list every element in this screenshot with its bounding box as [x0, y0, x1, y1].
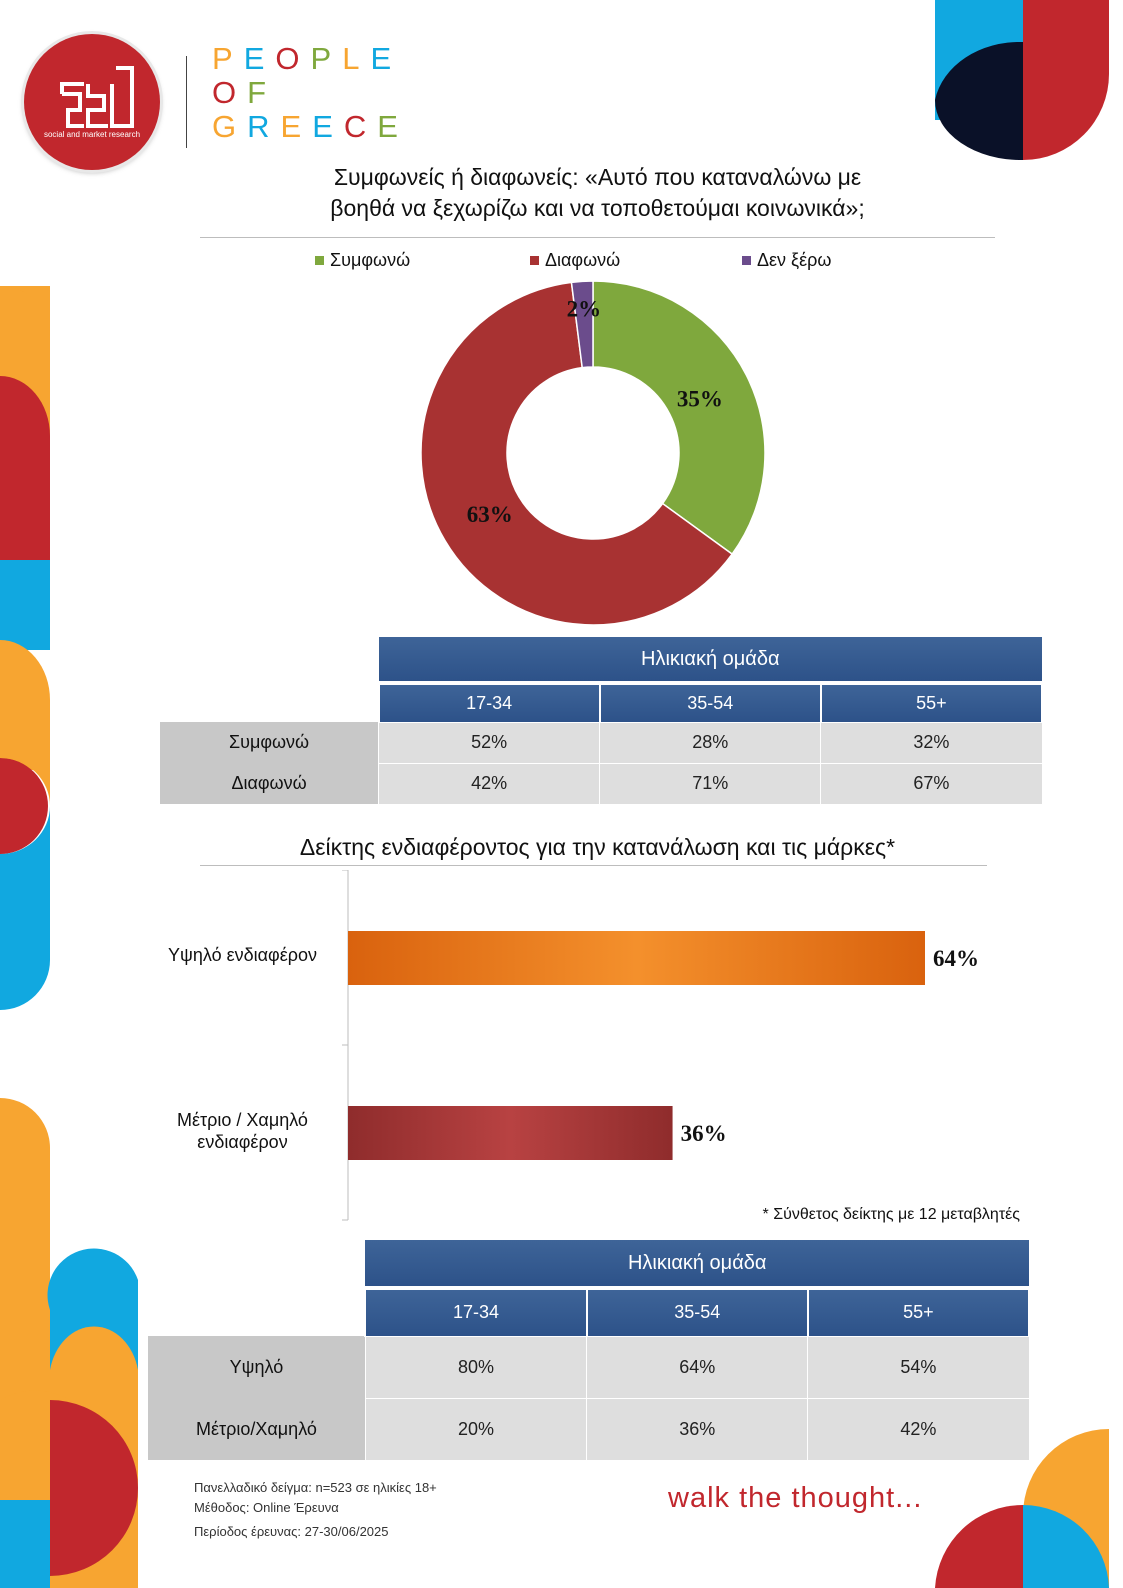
column-header: 35-54	[585, 1290, 809, 1336]
legend-label: Διαφωνώ	[545, 250, 621, 270]
bar-high-interest	[348, 931, 925, 985]
legend-item-agree: Συμφωνώ	[315, 250, 410, 271]
legend-item-disagree: Διαφωνώ	[530, 250, 620, 271]
brand-letter: E	[243, 41, 276, 76]
column-header: 17-34	[364, 1290, 588, 1336]
table-cell: 42%	[807, 1397, 1030, 1461]
brand-letter: G	[212, 109, 248, 144]
brand-letter: F	[247, 75, 278, 110]
age-group-table-interest: Ηλικιακή ομάδα 17-34 35-54 55+ Υψηλό 80%…	[148, 1240, 1031, 1461]
table-cell: 36%	[586, 1397, 809, 1461]
brand-word-greece: GREECE	[212, 110, 409, 143]
bar-category-label: Μέτριο / Χαμηλό ενδιαφέρον	[150, 1109, 335, 1153]
bar-category-line: Μέτριο / Χαμηλό	[177, 1110, 308, 1130]
brand-word-people: PEOPLE	[212, 42, 402, 75]
brand-letter: O	[275, 41, 311, 76]
table-header: Ηλικιακή ομάδα	[378, 637, 1042, 681]
table-cell: 32%	[820, 721, 1043, 764]
donut-data-label: 63%	[467, 502, 513, 527]
bar-chart: 64% 36%	[342, 870, 979, 1221]
donut-slice-dont-know	[570, 280, 594, 369]
legend-item-dont-know: Δεν ξέρω	[742, 250, 831, 271]
composite-index-note: * Σύνθετος δείκτης με 12 μεταβλητές	[762, 1206, 1020, 1223]
bar-medium-low-interest	[348, 1106, 673, 1160]
table-cell: 28%	[599, 721, 822, 764]
legend-label: Δεν ξέρω	[757, 250, 832, 270]
donut-data-label: 2%	[567, 296, 602, 321]
table-header: Ηλικιακή ομάδα	[365, 1240, 1029, 1286]
column-header: 17-34	[377, 685, 601, 722]
bottom-left-decoration	[0, 1248, 138, 1588]
brand-letter: E	[370, 41, 403, 76]
table-cell: 71%	[599, 762, 822, 805]
tagline: walk the thought...	[668, 1482, 923, 1514]
brand-letter: L	[342, 41, 371, 76]
legend-swatch	[530, 256, 539, 265]
table-row: Διαφωνώ 42% 71% 67%	[160, 762, 1043, 805]
brand-word-of: OF	[212, 76, 277, 109]
bar-category-line: Υψηλό ενδιαφέρον	[168, 945, 317, 965]
logo-subtitle: social and market research	[43, 130, 141, 139]
donut-title-line: Συμφωνείς ή διαφωνείς: «Αυτό που καταναλ…	[333, 164, 862, 190]
donut-title-line: βοηθά να ξεχωρίζω και να τοποθετούμαι κο…	[330, 195, 865, 221]
donut-chart-title: Συμφωνείς ή διαφωνείς: «Αυτό που καταναλ…	[200, 162, 995, 224]
table-cell: 80%	[364, 1335, 588, 1399]
brand-letter: O	[212, 75, 248, 110]
table-cell: 54%	[807, 1335, 1030, 1399]
donut-slice-disagree	[420, 281, 734, 626]
footer-period: Περίοδος έρευνας: 27-30/06/2025	[194, 1524, 389, 1539]
column-header: 55+	[819, 685, 1044, 722]
row-label: Μέτριο/Χαμηλό	[148, 1398, 366, 1460]
table-cell: 52%	[378, 721, 601, 764]
bar-data-label: 36%	[681, 1121, 727, 1146]
legend-swatch	[315, 256, 324, 265]
brand-letter: E	[312, 109, 344, 144]
table-cell: 20%	[364, 1397, 588, 1461]
row-label: Διαφωνώ	[160, 763, 379, 804]
bar-data-label: 64%	[933, 946, 979, 971]
donut-slice-agree	[592, 280, 766, 556]
table-row: Υψηλό 80% 64% 54%	[148, 1335, 1030, 1399]
brand-letter: E	[280, 109, 313, 144]
brand-letter: E	[377, 109, 409, 144]
bar-category-label: Υψηλό ενδιαφέρον	[150, 944, 335, 966]
bottom-right-decoration	[935, 1429, 1109, 1588]
brand-letter: R	[247, 109, 281, 144]
row-label: Υψηλό	[148, 1336, 366, 1398]
footer-method: Μέθοδος: Online Έρευνα	[194, 1500, 339, 1515]
brand-letter: C	[343, 109, 378, 144]
footer-sample: Πανελλαδικό δείγμα: n=523 σε ηλικίες 18+	[194, 1480, 437, 1495]
title-rule	[200, 865, 987, 866]
donut-data-label: 35%	[677, 387, 723, 412]
brand-letter: P	[212, 41, 244, 76]
table-cell: 67%	[820, 762, 1043, 805]
table-cell: 42%	[378, 762, 601, 805]
column-header: 55+	[806, 1290, 1031, 1336]
bar-category-line: ενδιαφέρον	[197, 1132, 288, 1152]
table-cell: 64%	[586, 1335, 809, 1399]
donut-chart: 35% 63% 2%	[420, 280, 766, 626]
logo-mark-icon	[60, 66, 134, 128]
column-header: 35-54	[598, 685, 822, 722]
legend-swatch	[742, 256, 751, 265]
top-right-decoration	[935, 0, 1109, 161]
table-row: Συμφωνώ 52% 28% 32%	[160, 721, 1043, 764]
table-row: Μέτριο/Χαμηλό 20% 36% 42%	[148, 1397, 1030, 1461]
title-rule	[200, 237, 995, 238]
logo-divider	[186, 56, 187, 148]
brand-logo	[24, 34, 160, 170]
left-decoration	[0, 286, 50, 1500]
bar-chart-title: Δείκτης ενδιαφέροντος για την κατανάλωση…	[299, 834, 896, 860]
legend-label: Συμφωνώ	[330, 250, 411, 270]
row-label: Συμφωνώ	[160, 722, 379, 763]
age-group-table-agreement: Ηλικιακή ομάδα 17-34 35-54 55+ Συμφωνώ 5…	[160, 637, 1044, 805]
brand-letter: P	[310, 41, 343, 76]
